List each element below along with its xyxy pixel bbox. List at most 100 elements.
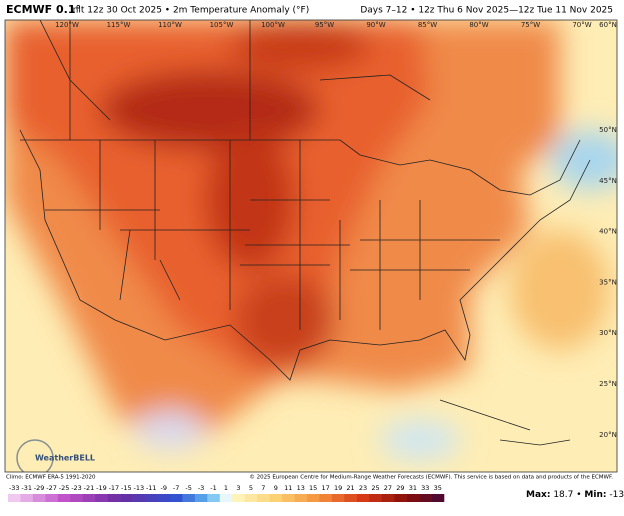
logo: WeatherBELL bbox=[35, 454, 95, 463]
colorbar-cell bbox=[107, 494, 121, 502]
lat-label: 50°N bbox=[599, 126, 617, 134]
separator: • bbox=[576, 490, 581, 500]
colorbar-label: -3 bbox=[198, 484, 204, 492]
max-value: 18.7 bbox=[553, 490, 573, 500]
colorbar-label: -1 bbox=[210, 484, 216, 492]
colorbar-cell bbox=[244, 494, 258, 502]
colorbar-cell bbox=[70, 494, 84, 502]
colorbar-label: -33 bbox=[9, 484, 20, 492]
colorbar-cell bbox=[282, 494, 295, 502]
colorbar-label: 13 bbox=[297, 484, 305, 492]
colorbar-label: -15 bbox=[121, 484, 132, 492]
lon-label: 80°W bbox=[469, 21, 488, 29]
colorbar-cell bbox=[406, 494, 420, 502]
climo: Climo: ECMWF ERA-5 1991-2020 bbox=[6, 475, 96, 481]
lon-label: 75°W bbox=[521, 21, 540, 29]
colorbar-cell bbox=[344, 494, 358, 502]
colorbar-cell bbox=[194, 494, 208, 502]
lon-label: 115°W bbox=[107, 21, 131, 29]
logo-ring bbox=[16, 439, 54, 472]
colorbar-cell bbox=[82, 494, 96, 502]
colorbar-label: -21 bbox=[84, 484, 95, 492]
title: ECMWF 0.1° bbox=[6, 3, 81, 16]
colorbar-cell bbox=[219, 494, 233, 502]
colorbar-label: 23 bbox=[359, 484, 367, 492]
colorbar: -33 -31 -29 -27 -25 -23 -21 -19 -17 -15 -13 -11 -9 -7… bbox=[8, 484, 445, 502]
colorbar-label: 21 bbox=[346, 484, 354, 492]
min-label: Min: bbox=[584, 490, 606, 500]
colorbar-label: 9 bbox=[274, 484, 278, 492]
lon-labels: 120°W 115°W 110°W 105°W 100°W 95°W 90°W 85°W 80°… bbox=[55, 21, 617, 29]
colorbar-label: -25 bbox=[59, 484, 70, 492]
colorbar-label: -29 bbox=[34, 484, 45, 492]
lon-label: 85°W bbox=[418, 21, 437, 29]
colorbar-label: 33 bbox=[421, 484, 429, 492]
colorbar-cell bbox=[120, 494, 133, 502]
lon-label: 105°W bbox=[210, 21, 234, 29]
colorbar-label: 17 bbox=[322, 484, 330, 492]
lat-label: 30°N bbox=[599, 329, 617, 337]
colorbar-cell bbox=[57, 494, 71, 502]
max-label: Max: bbox=[526, 490, 550, 500]
lat-label: 35°N bbox=[599, 278, 617, 286]
lat-label: 25°N bbox=[599, 380, 617, 388]
colorbar-label: 25 bbox=[371, 484, 379, 492]
copyright: © 2025 European Centre for Medium-Range … bbox=[249, 474, 613, 481]
colorbar-cell bbox=[431, 494, 445, 502]
colorbar-cell bbox=[207, 494, 221, 502]
colorbar-cell bbox=[356, 494, 370, 502]
lat-label: 45°N bbox=[599, 177, 617, 185]
colorbar-label: 5 bbox=[249, 484, 253, 492]
colorbar-cell bbox=[381, 494, 395, 502]
colorbar-label: -31 bbox=[21, 484, 32, 492]
colorbar-label: -23 bbox=[71, 484, 82, 492]
colorbar-cell bbox=[20, 494, 34, 502]
subtitle: Init 12z 30 Oct 2025 • 2m Temperature An… bbox=[70, 6, 309, 16]
colorbar-cell bbox=[294, 494, 308, 502]
colorbar-cell bbox=[145, 494, 158, 502]
colorbar-label: 7 bbox=[261, 484, 265, 492]
colorbar-label: 3 bbox=[236, 484, 240, 492]
colorbar-label: -7 bbox=[173, 484, 179, 492]
colorbar-cell bbox=[182, 494, 196, 502]
colorbar-cell bbox=[132, 494, 146, 502]
colorbar-cell bbox=[306, 494, 320, 502]
colorbar-label: 19 bbox=[334, 484, 342, 492]
lon-label: 60°N bbox=[599, 21, 617, 29]
colorbar-label: 29 bbox=[396, 484, 404, 492]
colorbar-cell bbox=[32, 494, 46, 502]
colorbar-label: 1 bbox=[224, 484, 228, 492]
colorbar-label: -9 bbox=[160, 484, 166, 492]
lat-label: 40°N bbox=[599, 228, 617, 236]
colorbar-cell bbox=[257, 494, 270, 502]
colorbar-cell bbox=[95, 494, 108, 502]
colorbar-label: 27 bbox=[384, 484, 392, 492]
colorbar-label: -13 bbox=[133, 484, 144, 492]
lon-label: 70°W bbox=[572, 21, 591, 29]
colorbar-cell bbox=[319, 494, 333, 502]
colorbar-label: -17 bbox=[109, 484, 120, 492]
period: Days 7–12 • 12z Thu 6 Nov 2025—12z Tue 1… bbox=[360, 6, 613, 16]
colorbar-label: 15 bbox=[309, 484, 317, 492]
lon-label: 95°W bbox=[315, 21, 334, 29]
colorbar-cell bbox=[331, 494, 345, 502]
colorbar-label: 31 bbox=[409, 484, 417, 492]
colorbar-cell bbox=[8, 494, 21, 502]
colorbar-label: 11 bbox=[284, 484, 292, 492]
colorbar-label: -19 bbox=[96, 484, 107, 492]
colorbar-cell bbox=[269, 494, 283, 502]
lon-label: 120°W bbox=[55, 21, 79, 29]
map: 120°W 115°W 110°W 105°W 100°W 95°W 90°W 85°W 80°… bbox=[5, 20, 617, 472]
colorbar-label: -11 bbox=[146, 484, 157, 492]
lat-label: 20°N bbox=[599, 431, 617, 439]
colorbar-cell bbox=[169, 494, 183, 502]
colorbar-label: -27 bbox=[46, 484, 57, 492]
lon-label: 100°W bbox=[261, 21, 285, 29]
colorbar-label: -5 bbox=[185, 484, 191, 492]
lon-label: 90°W bbox=[366, 21, 385, 29]
map-frame bbox=[4, 19, 618, 473]
colorbar-cell bbox=[45, 494, 59, 502]
colorbar-cell bbox=[157, 494, 171, 502]
colorbar-label: 35 bbox=[434, 484, 442, 492]
